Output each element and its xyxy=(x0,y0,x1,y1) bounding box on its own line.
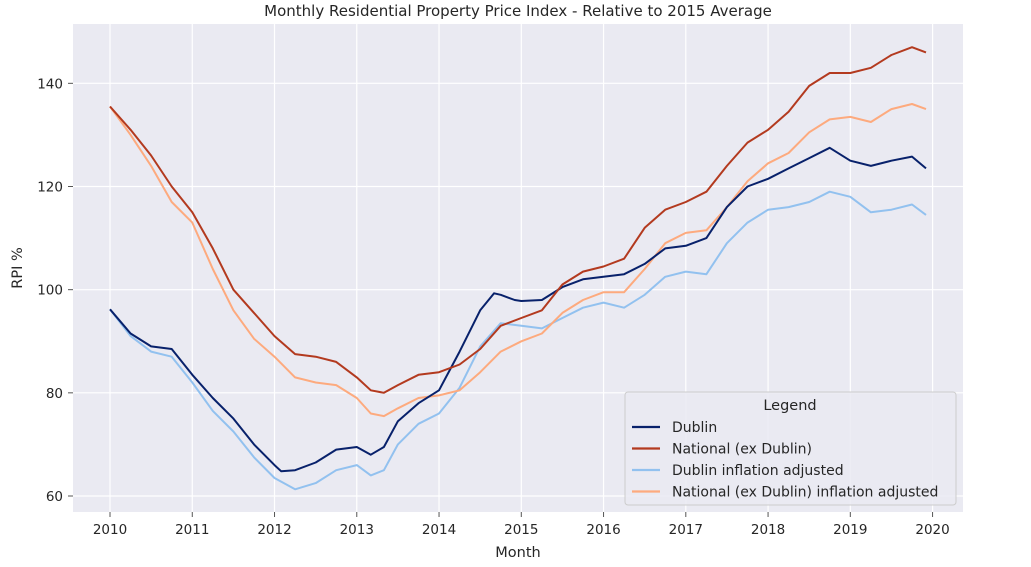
legend-entries: Dublin National (ex Dublin) Dublin inflati… xyxy=(632,420,938,501)
y-axis-ticks: 60 80 100 120 140 xyxy=(37,76,73,505)
x-tick-label: 2017 xyxy=(669,522,703,538)
chart-title: Monthly Residential Property Price Index… xyxy=(264,2,772,20)
y-tick-label: 60 xyxy=(46,489,63,505)
legend: Legend Dublin National (ex Dublin) Dublin … xyxy=(624,391,957,506)
legend-title: Legend xyxy=(763,398,816,414)
y-tick-label: 80 xyxy=(46,386,63,402)
legend-label-2: Dublin inflation adjusted xyxy=(672,463,844,479)
y-tick-label: 100 xyxy=(37,283,63,299)
legend-label-0: Dublin xyxy=(672,420,717,436)
x-tick-label: 2011 xyxy=(175,522,209,538)
legend-label-1: National (ex Dublin) xyxy=(672,442,812,458)
x-tick-label: 2019 xyxy=(833,522,867,538)
series-line-1 xyxy=(109,46,927,394)
series-line-0 xyxy=(109,146,927,473)
series-line-2 xyxy=(109,190,927,491)
x-tick-label: 2012 xyxy=(257,522,291,538)
series-line-3 xyxy=(109,103,927,418)
legend-box xyxy=(624,391,957,506)
x-axis-ticks: 2010 2011 2012 2013 2014 2015 2016 2017 2018 2019… xyxy=(93,512,950,538)
x-tick-label: 2010 xyxy=(93,522,127,538)
x-tick-label: 2013 xyxy=(340,522,374,538)
x-tick-label: 2018 xyxy=(751,522,785,538)
x-tick-label: 2016 xyxy=(586,522,620,538)
legend-label-3: National (ex Dublin) inflation adjusted xyxy=(672,485,938,501)
y-tick-label: 140 xyxy=(37,76,63,92)
x-tick-label: 2015 xyxy=(504,522,538,538)
x-axis-label: Month xyxy=(495,545,540,561)
x-tick-label: 2020 xyxy=(915,522,949,538)
series-lines xyxy=(109,46,927,491)
y-tick-label: 120 xyxy=(37,179,63,195)
y-axis-label: RPI % xyxy=(10,247,26,288)
x-tick-label: 2014 xyxy=(422,522,456,538)
